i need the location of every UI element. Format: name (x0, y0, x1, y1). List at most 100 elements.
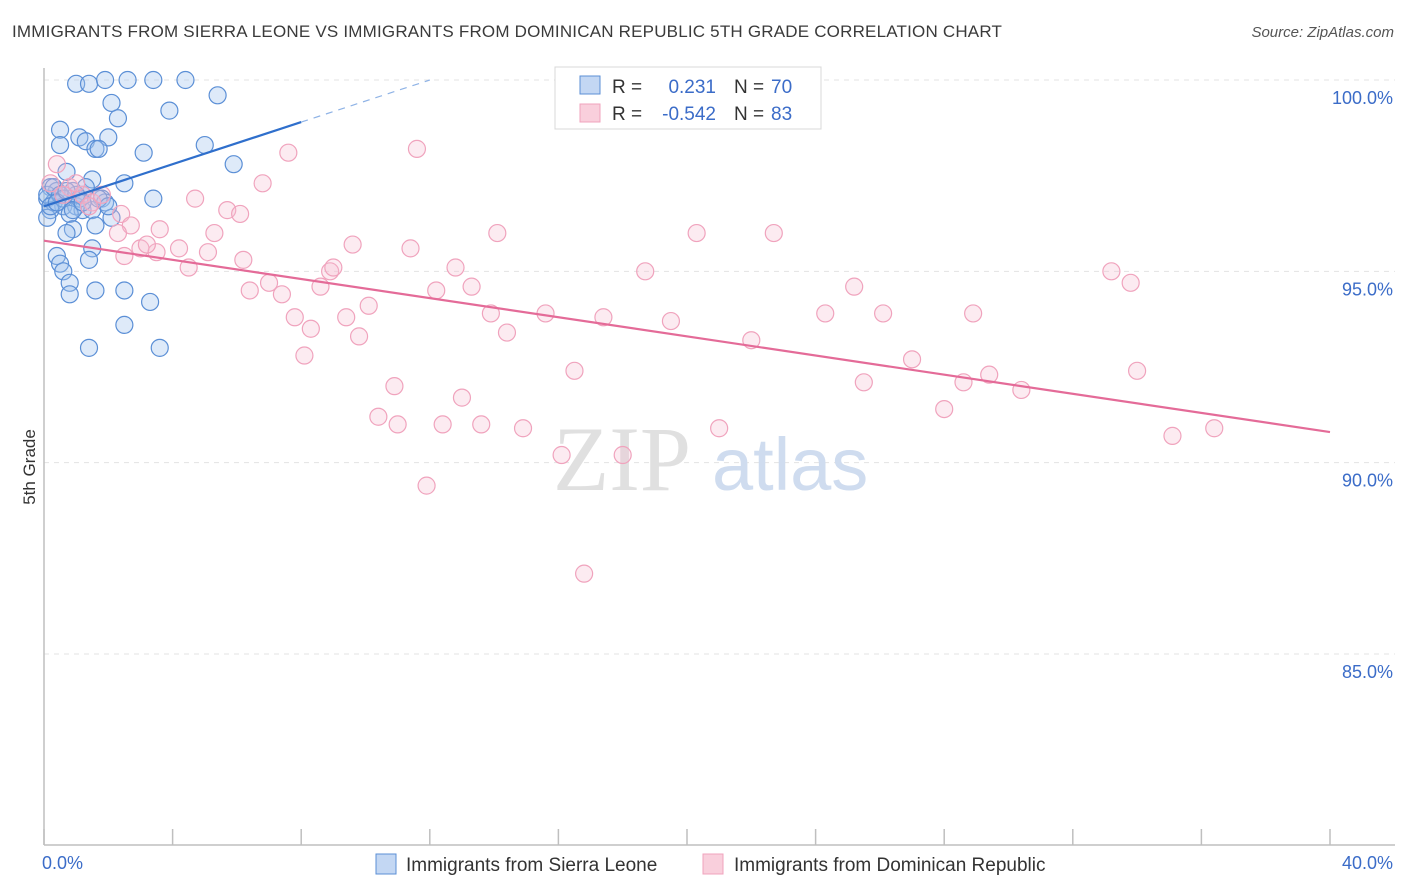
data-point (452, 388, 472, 407)
data-point (462, 277, 481, 296)
data-point (513, 419, 533, 438)
data-point (140, 292, 160, 312)
data-point (176, 70, 195, 90)
legend-n-label-2: N = (734, 104, 764, 125)
data-point (118, 70, 137, 90)
data-point (38, 208, 57, 227)
series-legend-label-dominican-republic: Immigrants from Dominican Republic (734, 855, 1046, 876)
data-point (337, 308, 356, 327)
data-point (86, 281, 105, 300)
data-point (433, 415, 452, 434)
data-point (231, 204, 250, 224)
data-point (60, 285, 79, 304)
y-tick-label: 85.0% (1342, 662, 1393, 682)
chart-title: IMMIGRANTS FROM SIERRA LEONE VS IMMIGRAN… (12, 22, 1003, 41)
axes (43, 68, 1395, 846)
data-point (115, 246, 134, 266)
data-point (854, 373, 873, 392)
y-tick-label: 95.0% (1342, 279, 1393, 299)
data-point (253, 174, 272, 193)
data-point (67, 74, 86, 93)
data-point (144, 189, 163, 208)
data-point (279, 143, 298, 162)
data-point (497, 323, 517, 342)
data-point (301, 319, 320, 338)
data-point (198, 243, 218, 262)
tick-labels: 85.0% 90.0% 95.0% 100.0% 0.0% 40.0% (42, 88, 1393, 873)
data-point (57, 223, 76, 243)
data-point (359, 296, 378, 315)
data-point (234, 250, 253, 269)
data-point (285, 308, 304, 327)
data-point (79, 338, 99, 357)
data-point (295, 346, 314, 365)
data-point (935, 399, 954, 419)
trend-line-sierra-leone-extension (301, 79, 430, 123)
grid-lines (44, 79, 1395, 655)
data-point (54, 262, 73, 281)
y-axis-title: 5th Grade (20, 429, 39, 505)
data-point (385, 377, 404, 396)
data-point (1205, 419, 1224, 438)
data-point (661, 311, 681, 331)
data-point (95, 70, 115, 90)
legend-swatch-blue (579, 75, 601, 95)
data-point (108, 223, 128, 243)
data-point (186, 189, 205, 208)
data-point (388, 415, 407, 434)
data-point (134, 143, 153, 162)
data-point (102, 208, 121, 227)
data-point (160, 101, 179, 120)
legend-swatch-pink (579, 103, 601, 123)
data-point (102, 93, 121, 113)
series-legend-swatch-pink (702, 853, 724, 875)
data-point (115, 315, 134, 335)
data-point (488, 223, 507, 243)
data-point (964, 304, 983, 323)
legend-n-label-1: N = (734, 77, 764, 98)
data-point (874, 304, 893, 323)
legend-r-value-1: 0.231 (668, 77, 716, 98)
data-point (349, 327, 369, 346)
data-point (343, 235, 362, 254)
watermark-atlas: atlas (712, 423, 868, 506)
data-point (594, 308, 613, 327)
data-point (636, 262, 655, 281)
data-point (565, 361, 584, 380)
data-point (108, 109, 128, 128)
data-point (575, 564, 594, 583)
data-point (472, 415, 491, 434)
data-point (50, 120, 70, 139)
data-point (552, 445, 571, 465)
data-point (369, 407, 388, 426)
legend-n-value-1: 70 (771, 77, 792, 98)
data-point (845, 277, 864, 296)
data-point (137, 235, 156, 254)
y-tick-label: 90.0% (1342, 471, 1393, 491)
data-point (169, 239, 189, 258)
data-point (687, 223, 706, 243)
data-point (86, 216, 105, 235)
watermark-zip: ZIP (553, 408, 691, 510)
data-point (41, 174, 60, 193)
correlation-legend: R = 0.231 N = 70 R = -0.542 N = 83 (554, 66, 822, 130)
data-point (324, 258, 343, 277)
data-point (401, 239, 420, 258)
data-point (272, 285, 292, 304)
data-point (224, 155, 243, 174)
data-point (205, 223, 224, 243)
data-point (816, 304, 835, 323)
data-point (115, 281, 134, 300)
data-point (1102, 262, 1121, 281)
data-point (79, 74, 99, 93)
x-tick-label: 0.0% (42, 853, 83, 873)
data-point (407, 139, 427, 158)
legend-n-value-2: 83 (771, 104, 792, 125)
x-tick-label: 40.0% (1342, 853, 1393, 873)
data-point (240, 281, 259, 300)
data-point (50, 135, 70, 155)
data-point (1163, 426, 1182, 445)
trend-line-sierra-leone (43, 121, 302, 208)
legend-r-value-2: -0.542 (662, 104, 716, 125)
